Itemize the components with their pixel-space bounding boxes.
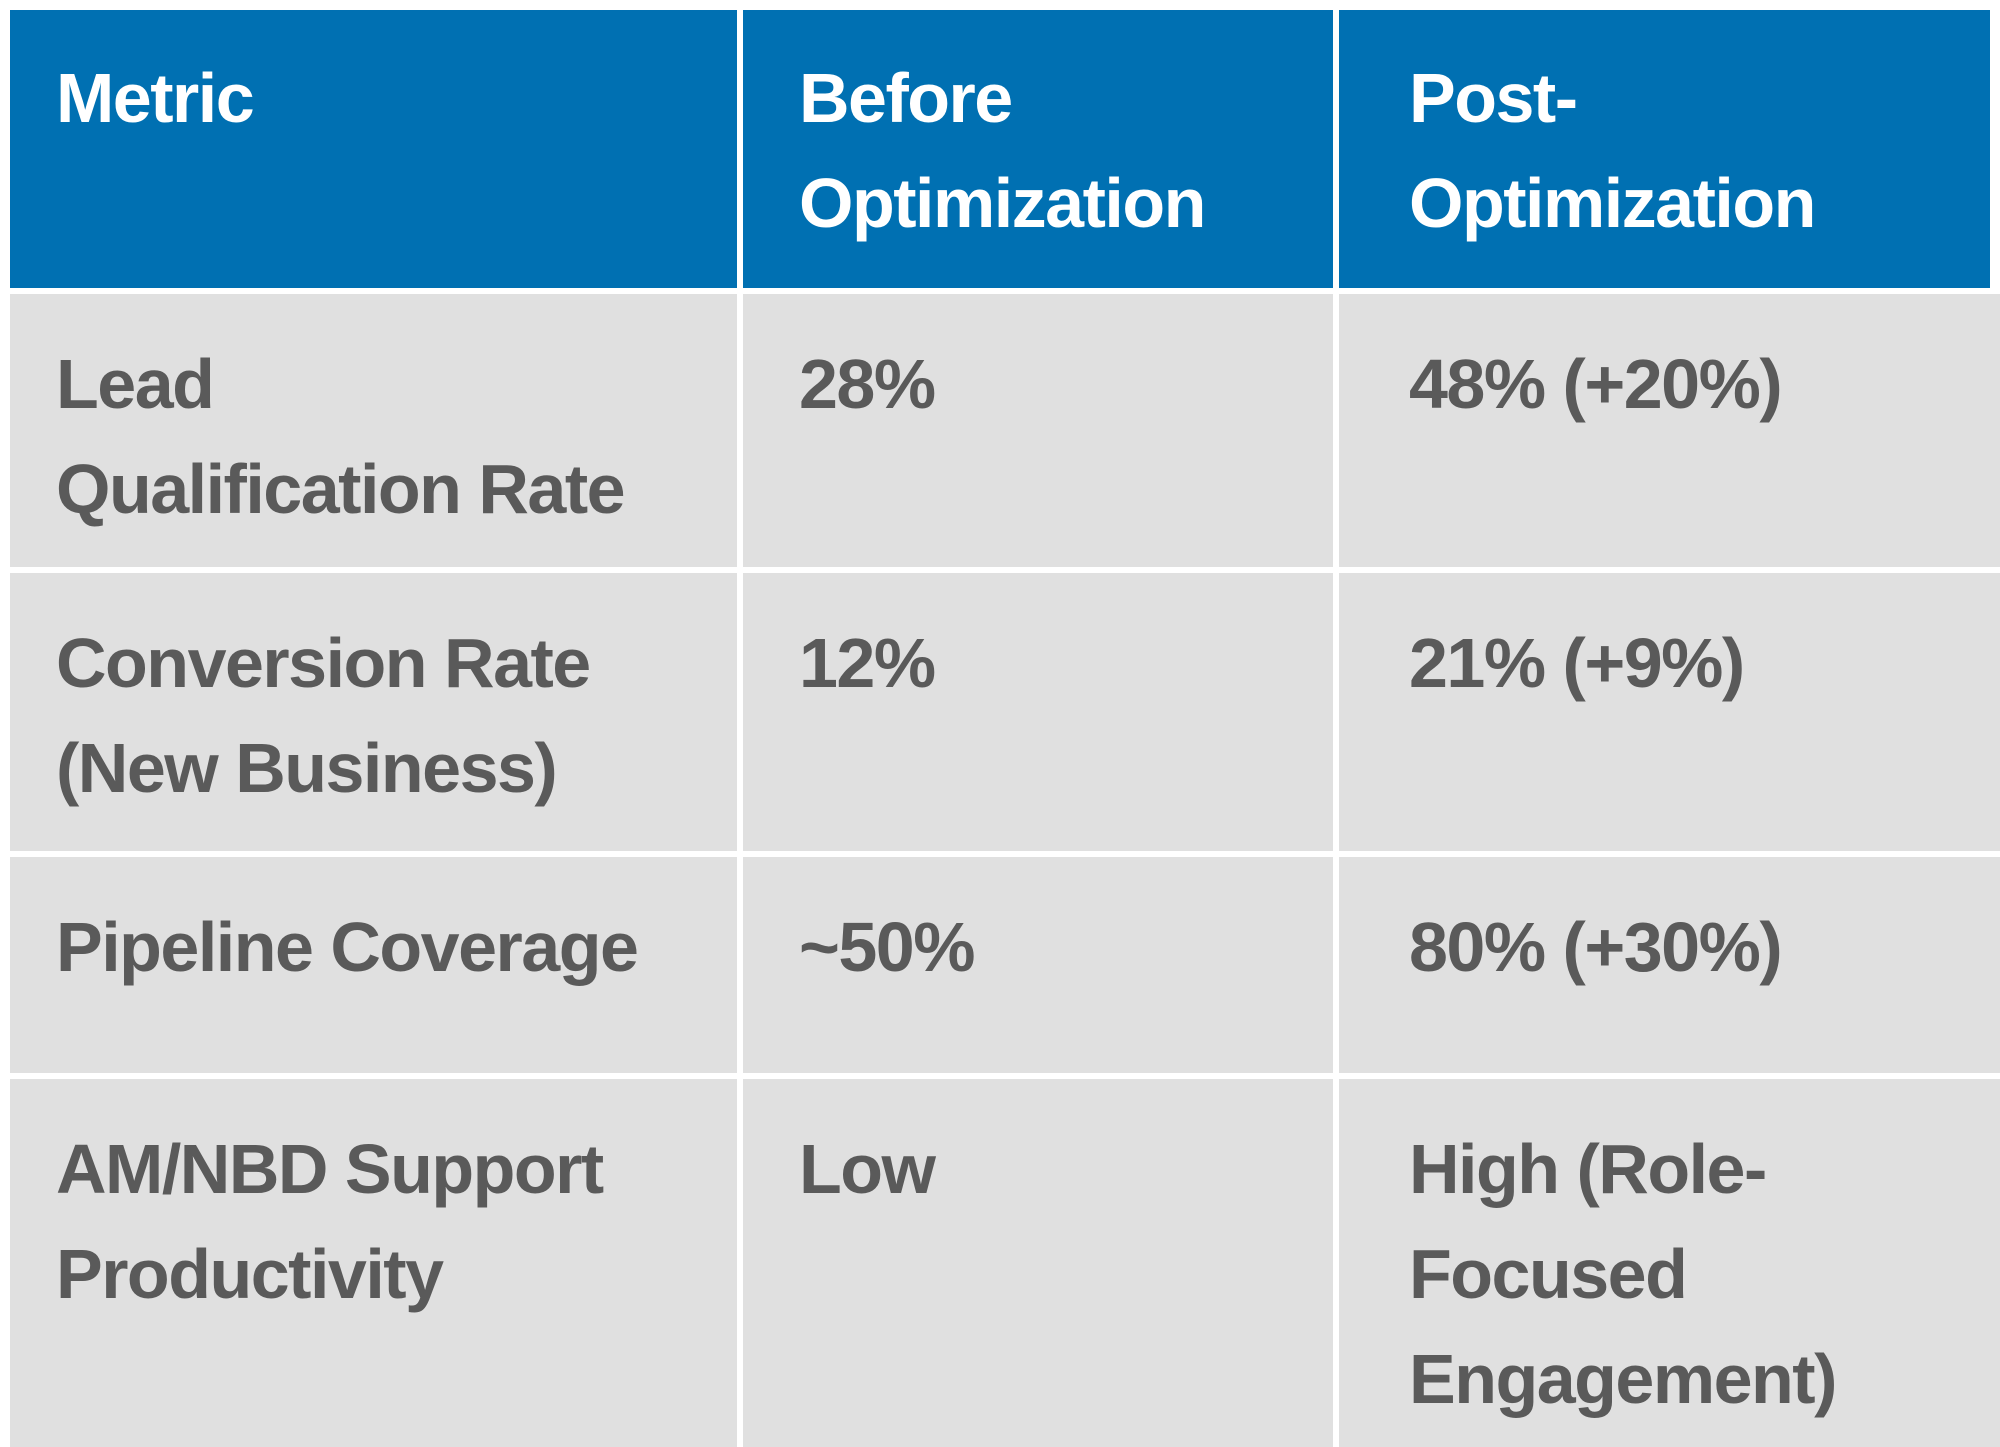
row-3-metric-cell: Pipeline Coverage <box>10 857 737 1073</box>
row-1-post-value-cell: 48% (+20%) <box>1339 294 2000 567</box>
row-1-before-value-cell: 28% <box>743 294 1333 567</box>
row-3-before-value-cell: ~50% <box>743 857 1333 1073</box>
header-cell-metric: Metric <box>10 10 737 288</box>
row-3-post-value-cell: 80% (+30%) <box>1339 857 2000 1073</box>
row-4-before-value-cell: Low <box>743 1079 1333 1447</box>
header-cell-post-optimization: Post- Optimization <box>1339 10 2000 288</box>
row-4-post-value-cell: High (Role- Focused Engagement) <box>1339 1079 2000 1447</box>
row-2-post-value-cell: 21% (+9%) <box>1339 573 2000 851</box>
header-cell-before-optimization: Before Optimization <box>743 10 1333 288</box>
row-1-metric-cell: Lead Qualification Rate <box>10 294 737 567</box>
row-4-metric-cell: AM/NBD Support Productivity <box>10 1079 737 1447</box>
row-2-before-value-cell: 12% <box>743 573 1333 851</box>
row-2-metric-cell: Conversion Rate (New Business) <box>10 573 737 851</box>
